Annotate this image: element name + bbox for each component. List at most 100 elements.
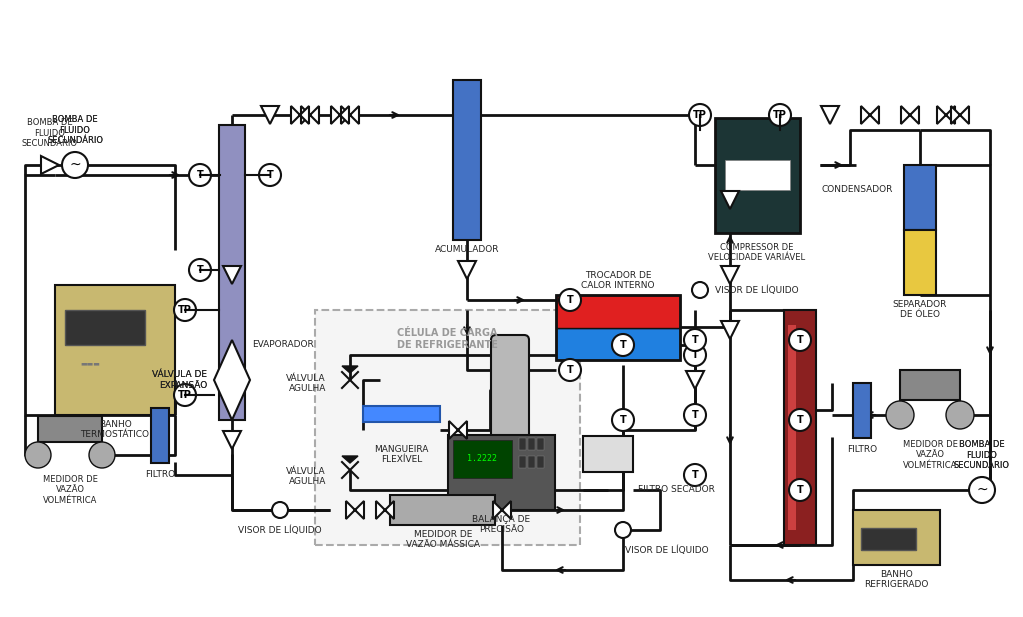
Circle shape <box>684 329 706 351</box>
Text: VÁLVULA DE
EXPANSÃO: VÁLVULA DE EXPANSÃO <box>152 370 207 390</box>
Bar <box>528 438 535 450</box>
Text: T: T <box>692 470 699 480</box>
Text: TP: TP <box>773 110 787 120</box>
Text: T: T <box>196 265 204 275</box>
Text: ▬▬▬: ▬▬▬ <box>80 360 100 366</box>
Polygon shape <box>341 106 359 124</box>
Text: BANHO
TERMOSTÁTICO: BANHO TERMOSTÁTICO <box>81 420 149 439</box>
Bar <box>55 285 175 415</box>
Bar <box>788 325 796 530</box>
Text: BANHO
REFRIGERADO: BANHO REFRIGERADO <box>864 570 929 589</box>
Bar <box>904 165 936 230</box>
Text: T: T <box>620 415 626 425</box>
Text: T: T <box>620 340 626 350</box>
Circle shape <box>25 442 51 468</box>
Bar <box>38 416 102 442</box>
Polygon shape <box>721 321 739 339</box>
Bar <box>904 230 936 295</box>
Polygon shape <box>449 421 468 439</box>
Text: BALANÇA DE
PRECISÃO: BALANÇA DE PRECISÃO <box>473 515 531 534</box>
FancyBboxPatch shape <box>491 335 529 445</box>
Polygon shape <box>901 106 919 124</box>
Text: ~: ~ <box>70 158 81 172</box>
Circle shape <box>559 359 581 381</box>
Text: TP: TP <box>178 305 192 315</box>
Polygon shape <box>458 261 476 279</box>
Polygon shape <box>951 106 969 124</box>
Circle shape <box>189 164 211 186</box>
Bar <box>900 370 960 400</box>
Polygon shape <box>937 106 955 124</box>
Text: BOMBA DE
FLUIDO
SECUNDÁRIO: BOMBA DE FLUIDO SECUNDÁRIO <box>47 115 103 145</box>
Circle shape <box>692 282 708 298</box>
Bar <box>537 438 544 450</box>
Text: VÁLVULA
AGULHA: VÁLVULA AGULHA <box>286 374 326 394</box>
Text: MEDIDOR DE
VAZÃO
VOLMÉTRICA: MEDIDOR DE VAZÃO VOLMÉTRICA <box>43 475 97 505</box>
Text: T: T <box>567 295 573 305</box>
Text: FILTRO: FILTRO <box>145 470 175 479</box>
Bar <box>555 295 680 360</box>
Circle shape <box>684 404 706 426</box>
Circle shape <box>174 384 196 406</box>
Text: T: T <box>692 410 699 420</box>
Text: BOMBA DE
FLUIDO
SECUNDÁRIO: BOMBA DE FLUIDO SECUNDÁRIO <box>23 118 78 148</box>
Polygon shape <box>342 366 358 373</box>
Circle shape <box>62 152 88 178</box>
Polygon shape <box>821 106 839 124</box>
Text: MANGUEIRA
FLEXÍVEL: MANGUEIRA FLEXÍVEL <box>374 445 429 465</box>
Text: CONDENSADOR: CONDENSADOR <box>821 185 892 194</box>
Bar <box>453 440 512 478</box>
Polygon shape <box>301 106 319 124</box>
Polygon shape <box>223 266 241 284</box>
Bar <box>528 456 535 468</box>
Bar <box>784 310 816 545</box>
Text: FILTRO SECADOR: FILTRO SECADOR <box>638 486 715 494</box>
Bar <box>363 406 440 422</box>
Polygon shape <box>214 340 250 420</box>
Bar <box>853 510 940 565</box>
Text: 1.2222: 1.2222 <box>468 454 497 463</box>
Text: TP: TP <box>693 110 707 120</box>
Circle shape <box>174 299 196 321</box>
Text: VÁLVULA
AGULHA: VÁLVULA AGULHA <box>286 467 326 486</box>
Text: TP: TP <box>178 390 192 400</box>
Text: BOMBA DE
FLUIDO
SECUNDÁRIO: BOMBA DE FLUIDO SECUNDÁRIO <box>47 115 103 145</box>
Text: COMPRESSOR DE
VELOCIDADE VARIÁVEL: COMPRESSOR DE VELOCIDADE VARIÁVEL <box>709 242 805 262</box>
Text: VISOR DE LÍQUIDO: VISOR DE LÍQUIDO <box>715 285 799 295</box>
Bar <box>519 438 526 450</box>
Text: T: T <box>797 485 803 495</box>
Text: VISOR DE LÍQUIDO: VISOR DE LÍQUIDO <box>625 545 709 555</box>
Text: T: T <box>797 415 803 425</box>
Polygon shape <box>686 371 704 389</box>
Circle shape <box>612 334 634 356</box>
Text: T: T <box>797 335 803 345</box>
Circle shape <box>684 464 706 486</box>
Bar <box>555 295 680 328</box>
Circle shape <box>886 401 914 429</box>
Bar <box>555 328 680 360</box>
Text: ~: ~ <box>976 483 988 497</box>
Bar <box>537 456 544 468</box>
Polygon shape <box>331 106 349 124</box>
Text: T: T <box>567 365 573 375</box>
Polygon shape <box>493 501 512 519</box>
Bar <box>853 383 871 437</box>
Circle shape <box>89 442 115 468</box>
Circle shape <box>559 289 581 311</box>
Circle shape <box>272 502 288 518</box>
Polygon shape <box>861 106 879 124</box>
Polygon shape <box>721 266 739 284</box>
Circle shape <box>789 479 811 501</box>
Bar <box>861 528 916 550</box>
Text: T: T <box>692 335 699 345</box>
Bar <box>219 125 244 420</box>
Circle shape <box>259 164 281 186</box>
Polygon shape <box>342 456 358 463</box>
Text: T: T <box>267 170 273 180</box>
Polygon shape <box>223 431 241 449</box>
Polygon shape <box>41 156 59 174</box>
Bar <box>151 407 169 463</box>
Polygon shape <box>261 106 279 124</box>
Circle shape <box>769 104 791 126</box>
Text: VISOR DE LÍQUIDO: VISOR DE LÍQUIDO <box>238 525 322 534</box>
